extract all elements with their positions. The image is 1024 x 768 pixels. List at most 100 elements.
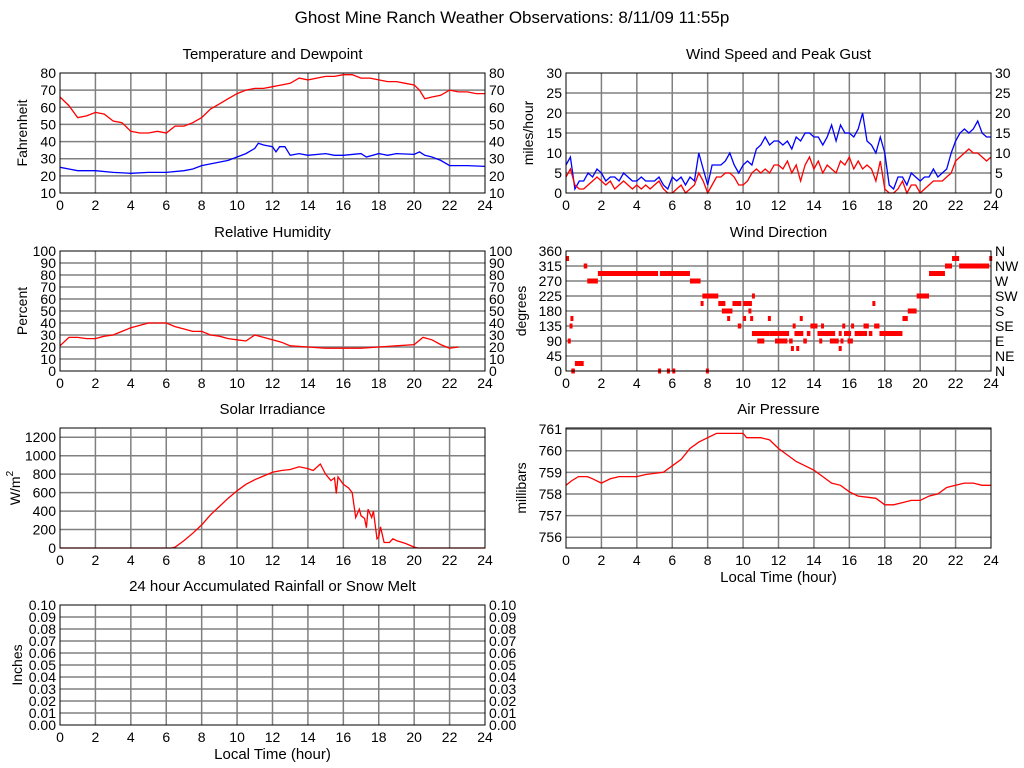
- wind-direction-point: [829, 338, 839, 344]
- y-tick-label: 15: [546, 125, 562, 141]
- y-tick-label: 1000: [25, 448, 56, 464]
- series-line-0: [59, 322, 459, 349]
- y-tick-label: 30: [40, 327, 56, 343]
- x-tick-label: 20: [912, 375, 928, 391]
- wind-direction-point: [748, 308, 752, 314]
- x-tick-label: 24: [477, 552, 493, 568]
- y-tick-label: 0.03: [29, 681, 56, 697]
- wind-direction-point: [794, 331, 804, 336]
- wind-direction-point: [778, 331, 790, 336]
- y-tick-label: 759: [539, 464, 563, 480]
- x-tick-label: 18: [371, 552, 387, 568]
- x-tick-label: 6: [162, 197, 170, 213]
- wind-direction-point: [796, 346, 800, 351]
- wind-direction-point: [819, 338, 823, 344]
- x-tick-label: 20: [406, 197, 422, 213]
- wind-direction-point: [902, 316, 908, 321]
- y-tick-label: 10: [40, 185, 56, 201]
- right-tick-label: 10: [489, 185, 505, 201]
- wind-direction-point: [952, 256, 960, 261]
- y-tick-label: 180: [539, 303, 563, 319]
- x-tick-label: 12: [265, 552, 281, 568]
- x-tick-label: 24: [983, 375, 999, 391]
- wind-direction-point: [737, 323, 742, 329]
- x-tick-label: 8: [704, 197, 712, 213]
- x-tick-label: 16: [842, 375, 858, 391]
- y-tick-label: 20: [40, 339, 56, 355]
- x-tick-label: 10: [735, 375, 751, 391]
- wind-direction-point: [851, 323, 855, 329]
- right-tick-label: 60: [489, 291, 505, 307]
- right-tick-label: 50: [489, 303, 505, 319]
- wind-direction-point: [789, 338, 793, 344]
- x-axis-label: Local Time (hour): [720, 569, 837, 586]
- wind-direction-point: [792, 323, 796, 329]
- wind-direction-point: [817, 331, 836, 336]
- right-tick-label: NE: [995, 348, 1014, 364]
- wind-direction-point: [774, 338, 788, 344]
- wind-direction-point: [874, 323, 880, 329]
- x-tick-label: 18: [371, 375, 387, 391]
- x-tick-label: 10: [229, 197, 245, 213]
- x-tick-label: 10: [735, 197, 751, 213]
- y-tick-label: 0: [48, 540, 56, 556]
- series-line-0: [565, 112, 991, 192]
- wind-direction-point: [879, 331, 903, 336]
- wind-direction-point: [842, 323, 846, 329]
- x-tick-label: 14: [300, 552, 316, 568]
- wind-direction-point: [721, 308, 733, 314]
- x-tick-label: 18: [877, 552, 893, 568]
- wind-direction-point: [840, 338, 844, 344]
- wind-direction-point: [597, 271, 659, 276]
- series-line-0: [59, 74, 485, 134]
- wind-direction-point: [916, 293, 930, 299]
- x-tick-label: 14: [300, 729, 316, 745]
- x-tick-label: 8: [198, 729, 206, 745]
- plot-frame: [565, 250, 992, 372]
- y-tick-label: 10: [40, 351, 56, 367]
- x-tick-label: 6: [162, 729, 170, 745]
- right-tick-label: W: [995, 273, 1009, 289]
- x-tick-label: 24: [477, 197, 493, 213]
- right-tick-label: 0.06: [489, 645, 516, 661]
- right-tick-label: N: [995, 363, 1005, 379]
- y-tick-label: 0: [554, 363, 562, 379]
- x-tick-label: 24: [983, 197, 999, 213]
- y-tick-label: 0.00: [29, 717, 56, 733]
- series-line-1: [59, 142, 486, 174]
- wind-direction-point: [803, 338, 807, 344]
- y-tick-label: 80: [40, 65, 56, 81]
- plot-frame: [565, 72, 992, 194]
- y-tick-label: 1200: [25, 429, 56, 445]
- right-tick-label: 0.00: [489, 717, 516, 733]
- right-tick-label: 10: [995, 145, 1011, 161]
- wind-direction-point: [583, 263, 588, 269]
- x-tick-label: 16: [842, 552, 858, 568]
- x-tick-label: 22: [948, 197, 964, 213]
- y-tick-label: 135: [539, 318, 563, 334]
- wind-direction-point: [838, 346, 842, 351]
- y-tick-label: 0: [48, 363, 56, 379]
- y-tick-label: 200: [33, 522, 57, 538]
- wind-direction-point: [769, 331, 779, 336]
- right-tick-label: N: [995, 243, 1005, 259]
- x-tick-label: 0: [56, 729, 64, 745]
- x-tick-label: 18: [877, 197, 893, 213]
- right-tick-label: 0: [489, 363, 497, 379]
- x-tick-label: 20: [406, 729, 422, 745]
- y-axis-label: Fahrenheit: [14, 99, 30, 166]
- y-tick-label: 760: [539, 443, 563, 459]
- y-tick-label: 600: [33, 485, 57, 501]
- wind-direction-point: [944, 263, 953, 269]
- x-tick-label: 0: [56, 375, 64, 391]
- wind-direction-point: [757, 338, 765, 344]
- x-tick-label: 14: [806, 197, 822, 213]
- y-tick-label: 20: [40, 168, 56, 184]
- y-axis-label: W/m2: [5, 470, 23, 505]
- wind-direction-point: [854, 331, 868, 336]
- y-tick-label: 90: [40, 255, 56, 271]
- x-tick-label: 18: [877, 375, 893, 391]
- plot-frame: [59, 604, 486, 726]
